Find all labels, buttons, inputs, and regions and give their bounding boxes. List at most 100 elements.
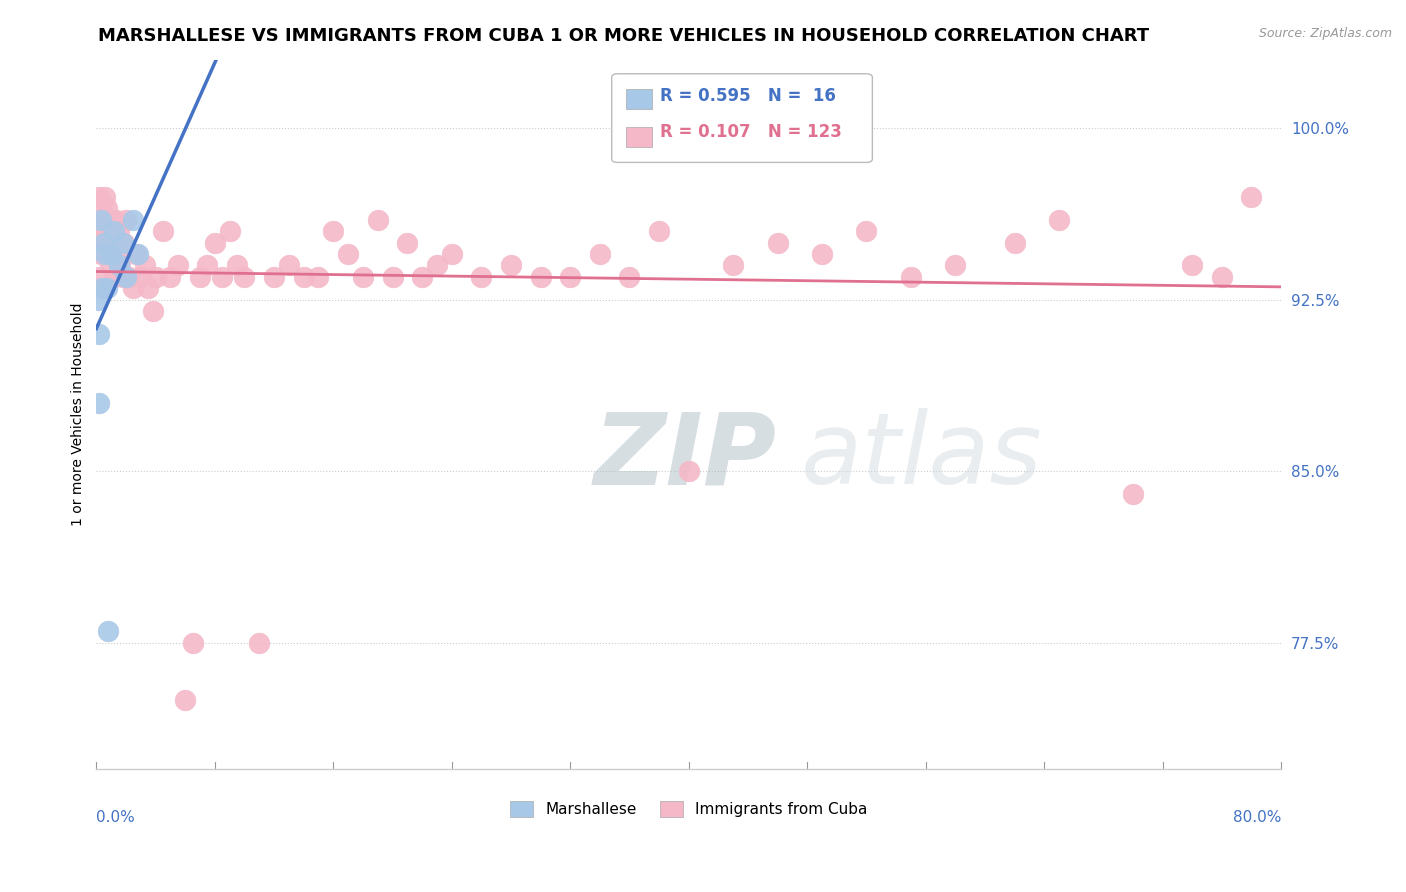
Point [97,212,120,227]
Point [87,293,110,307]
Point [263,269,285,284]
Point [90,212,112,227]
Point [90,247,112,261]
Point [100,247,122,261]
Point [118,269,141,284]
Point [211,269,233,284]
Point [218,224,240,238]
Point [111,269,134,284]
Point [96,247,118,261]
Point [678,464,700,478]
Point [134,259,156,273]
Point [322,224,344,238]
Point [1240,190,1263,204]
Point [855,224,877,238]
Point [125,247,148,261]
Point [226,259,249,273]
Point [89,395,111,409]
Point [114,235,136,250]
Point [122,212,145,227]
Text: ZIP: ZIP [593,409,778,505]
Point [1047,212,1070,227]
Point [94,224,117,238]
Point [648,224,671,238]
Point [721,259,744,273]
Point [91,212,114,227]
Point [107,259,129,273]
Point [100,212,122,227]
FancyBboxPatch shape [612,74,872,162]
Point [247,636,270,650]
Point [308,269,330,284]
Point [94,190,117,204]
Point [159,269,181,284]
Point [1181,259,1204,273]
Point [129,269,152,284]
Point [619,269,641,284]
Point [589,247,612,261]
Point [352,269,374,284]
Point [152,224,174,238]
Point [89,326,111,341]
Point [94,247,117,261]
Point [1004,235,1026,250]
Point [110,247,132,261]
Text: Source: ZipAtlas.com: Source: ZipAtlas.com [1258,27,1392,40]
Point [181,636,204,650]
Point [105,235,128,250]
Point [166,259,188,273]
Point [145,269,167,284]
Point [381,269,404,284]
Point [396,235,419,250]
Point [292,269,315,284]
Text: atlas: atlas [801,409,1043,505]
Point [127,247,149,261]
Point [103,269,125,284]
Point [97,624,120,639]
Point [91,281,114,295]
Point [115,269,138,284]
Point [411,269,433,284]
Point [89,269,111,284]
Point [93,235,115,250]
Point [96,281,118,295]
Point [136,281,159,295]
Point [103,224,125,238]
Y-axis label: 1 or more Vehicles in Household: 1 or more Vehicles in Household [72,302,86,526]
Point [811,247,834,261]
Point [90,201,112,215]
Point [93,281,115,295]
Point [337,247,360,261]
Point [115,212,138,227]
Point [174,693,197,707]
Point [197,259,219,273]
Point [277,259,299,273]
Point [530,269,553,284]
FancyBboxPatch shape [626,89,652,109]
Legend: Marshallese, Immigrants from Cuba: Marshallese, Immigrants from Cuba [502,794,875,825]
Point [766,235,789,250]
Point [104,212,127,227]
Point [233,269,256,284]
Point [204,235,226,250]
Point [98,235,121,250]
Point [89,190,111,204]
Point [107,224,129,238]
Point [87,224,110,238]
Point [122,281,145,295]
Point [499,259,522,273]
Point [470,269,492,284]
Text: R = 0.107   N = 123: R = 0.107 N = 123 [661,123,842,142]
Text: 80.0%: 80.0% [1233,810,1281,825]
Point [1122,487,1144,501]
Point [426,259,449,273]
Point [943,259,966,273]
Point [440,247,463,261]
Point [1211,269,1233,284]
Point [560,269,582,284]
Text: 0.0%: 0.0% [97,810,135,825]
Point [367,212,389,227]
Point [900,269,922,284]
Point [98,259,121,273]
Text: MARSHALLESE VS IMMIGRANTS FROM CUBA 1 OR MORE VEHICLES IN HOUSEHOLD CORRELATION : MARSHALLESE VS IMMIGRANTS FROM CUBA 1 OR… [98,27,1150,45]
